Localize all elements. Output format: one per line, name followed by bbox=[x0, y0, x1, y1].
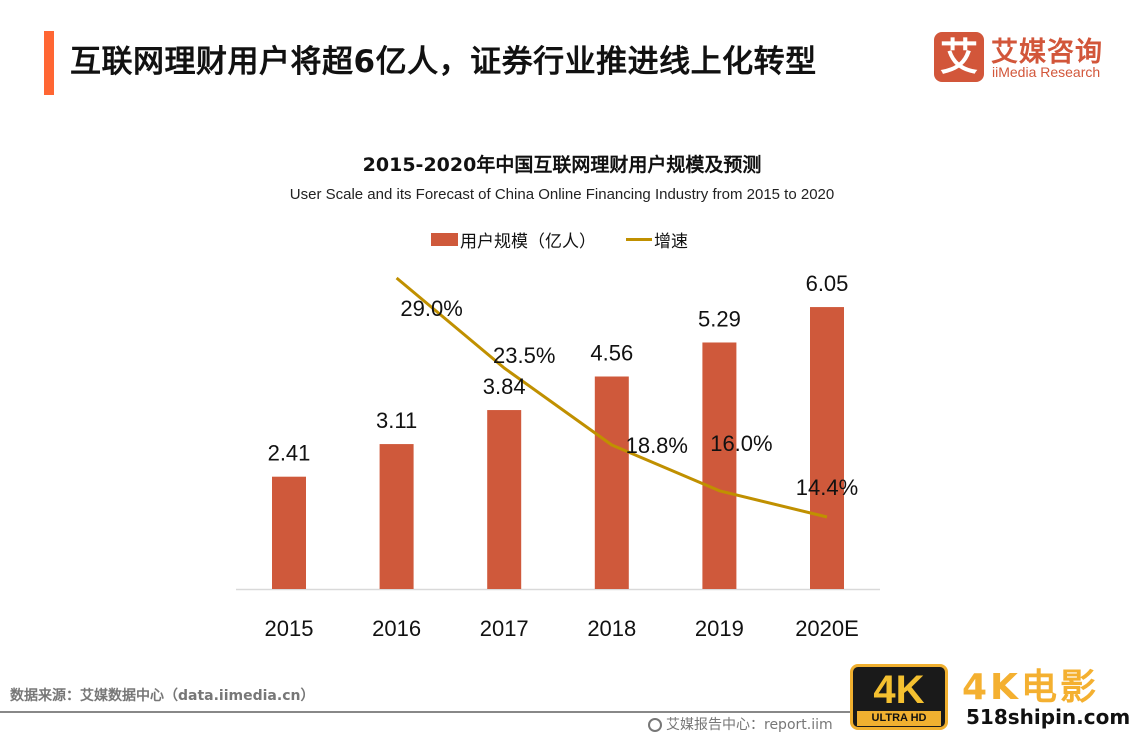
x-tick-label: 2016 bbox=[372, 616, 421, 641]
growth-value-label: 14.4% bbox=[796, 475, 858, 500]
growth-value-label: 16.0% bbox=[710, 431, 772, 456]
legend-label-bar: 用户规模（亿人） bbox=[460, 231, 596, 252]
watermark-url: 518shipin.com bbox=[966, 705, 1131, 729]
bar-2016 bbox=[379, 444, 414, 589]
bar-value-label: 6.05 bbox=[806, 271, 849, 296]
chart-subtitle: User Scale and its Forecast of China Onl… bbox=[289, 186, 835, 203]
4k-badge-icon: 4K ULTRA HD bbox=[850, 664, 948, 730]
bar-2020E bbox=[810, 307, 844, 589]
x-tick-label: 2018 bbox=[587, 616, 636, 641]
growth-value-label: 23.5% bbox=[493, 343, 555, 368]
data-source: 数据来源：艾媒数据中心（data.iimedia.cn） bbox=[10, 688, 315, 704]
x-tick-label: 2019 bbox=[695, 616, 744, 641]
report-center: 艾媒报告中心：report.iim bbox=[648, 714, 833, 734]
x-tick-label: 2020E bbox=[795, 616, 859, 641]
bar-2017 bbox=[487, 410, 522, 589]
x-tick-label: 2017 bbox=[480, 616, 529, 641]
growth-value-label: 29.0% bbox=[400, 296, 462, 321]
badge-sub-text: ULTRA HD bbox=[857, 711, 941, 726]
iimedia-logo: 艾 艾媒咨询 iiMedia Research bbox=[934, 32, 1124, 88]
report-center-text: 艾媒报告中心：report.iim bbox=[666, 717, 833, 733]
globe-icon bbox=[648, 718, 662, 732]
bar-value-label: 3.84 bbox=[483, 374, 526, 399]
title-accent-bar bbox=[44, 31, 54, 95]
logo-name-cn: 艾媒咨询 bbox=[991, 37, 1103, 68]
page-title: 互联网理财用户将超6亿人，证券行业推进线上化转型 bbox=[70, 44, 817, 80]
watermark: 4K ULTRA HD 4K电影 518shipin.com bbox=[850, 662, 1134, 737]
bar-value-label: 5.29 bbox=[698, 306, 741, 331]
bar-2018 bbox=[594, 376, 629, 589]
bar-value-label: 3.11 bbox=[376, 408, 417, 433]
legend-label-line: 增速 bbox=[654, 231, 688, 252]
bar-2019 bbox=[702, 342, 737, 589]
legend-swatch-bar bbox=[431, 232, 458, 246]
logo-name-en: iiMedia Research bbox=[992, 64, 1101, 80]
bar-value-label: 2.41 bbox=[268, 441, 311, 466]
x-tick-label: 2015 bbox=[265, 616, 314, 641]
growth-line bbox=[395, 276, 828, 519]
footer-divider bbox=[0, 711, 1134, 713]
chart-legend: 用户规模（亿人） 增速 bbox=[431, 228, 688, 252]
growth-value-label: 18.8% bbox=[626, 433, 688, 458]
bar-value-label: 4.56 bbox=[590, 341, 633, 366]
badge-main-text: 4K bbox=[873, 668, 925, 712]
logo-mark-icon: 艾 bbox=[934, 32, 984, 82]
watermark-title: 4K电影 bbox=[962, 667, 1099, 708]
chart-title: 2015-2020年中国互联网理财用户规模及预测 bbox=[362, 154, 762, 176]
bar-2015 bbox=[272, 476, 306, 589]
legend-swatch-line bbox=[626, 237, 652, 241]
